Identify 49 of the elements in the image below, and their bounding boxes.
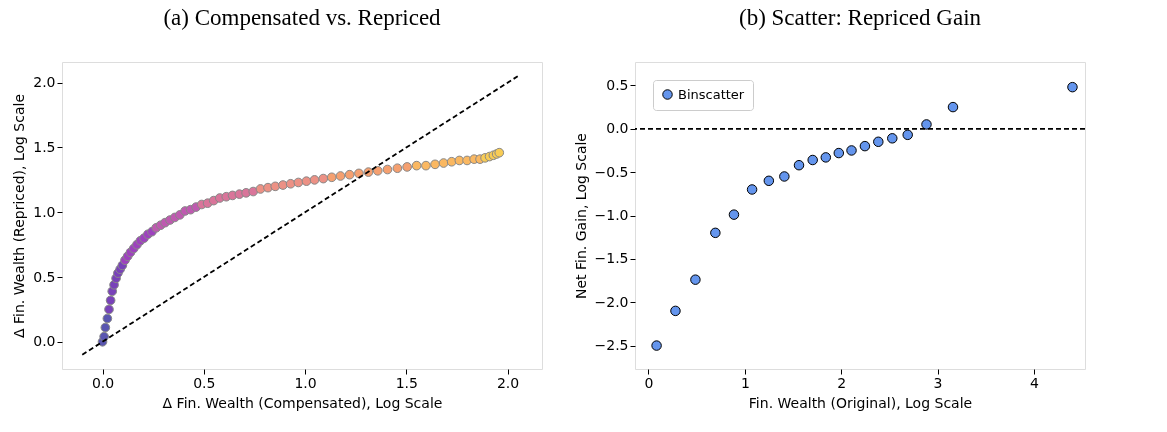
y-tick-label: −0.5 (594, 163, 629, 180)
y-tick-label: 1.5 (33, 138, 56, 155)
y-tick-label: 0.5 (33, 268, 56, 285)
point (846, 145, 857, 156)
x-tick-label: 4 (1029, 374, 1039, 391)
point (710, 227, 721, 239)
x-tick-label: 1 (740, 374, 750, 391)
x-tick-label: 1.0 (294, 374, 317, 391)
point (921, 119, 932, 130)
point (793, 159, 805, 171)
x-tick-label: 1.5 (395, 374, 418, 391)
point (887, 133, 898, 144)
point (779, 171, 790, 182)
x-tick-label: 0.5 (193, 374, 216, 391)
point (763, 175, 775, 187)
y-tick-label: 2.0 (33, 74, 56, 91)
x-axis-title: Δ Fin. Wealth (Compensated), Log Scale (162, 394, 443, 411)
x-tick-label: 2 (837, 374, 847, 391)
y-axis-title: Net Fin. Gain, Log Scale (572, 133, 589, 299)
y-tick-label: −2.5 (594, 337, 629, 354)
x-tick-label: 0.0 (91, 374, 115, 391)
point (670, 305, 681, 317)
point (820, 152, 832, 163)
y-tick-label: 0.0 (33, 333, 56, 350)
x-axis-title: Fin. Wealth (Original), Log Scale (748, 394, 973, 411)
x-tick-label: 0 (644, 374, 654, 391)
y-tick-label: −1.5 (594, 250, 629, 267)
y-tick-label: −1.0 (594, 207, 629, 223)
point (690, 274, 701, 285)
x-tick-label: 3 (933, 374, 943, 391)
point (947, 101, 959, 113)
chart-title: (b) Scatter: Repriced Gain (738, 5, 982, 30)
point (807, 154, 818, 166)
y-tick-label: −2.0 (594, 293, 629, 310)
y-axis-title: Δ Fin. Wealth (Repriced), Log Scale (11, 93, 28, 339)
point (902, 129, 913, 141)
legend-label: Binscatter (678, 86, 745, 102)
point (651, 340, 662, 351)
point (873, 136, 884, 148)
point (746, 184, 758, 195)
point (859, 140, 871, 152)
point (1067, 81, 1078, 93)
point (728, 209, 740, 220)
x-tick-label: 2.0 (496, 374, 520, 391)
y-tick-label: 1.0 (33, 203, 56, 220)
y-tick-label: 0.5 (606, 76, 629, 93)
point (833, 147, 845, 159)
y-tick-label: 0.0 (606, 120, 629, 137)
chart-title: (a) Compensated vs. Repriced (163, 5, 442, 30)
